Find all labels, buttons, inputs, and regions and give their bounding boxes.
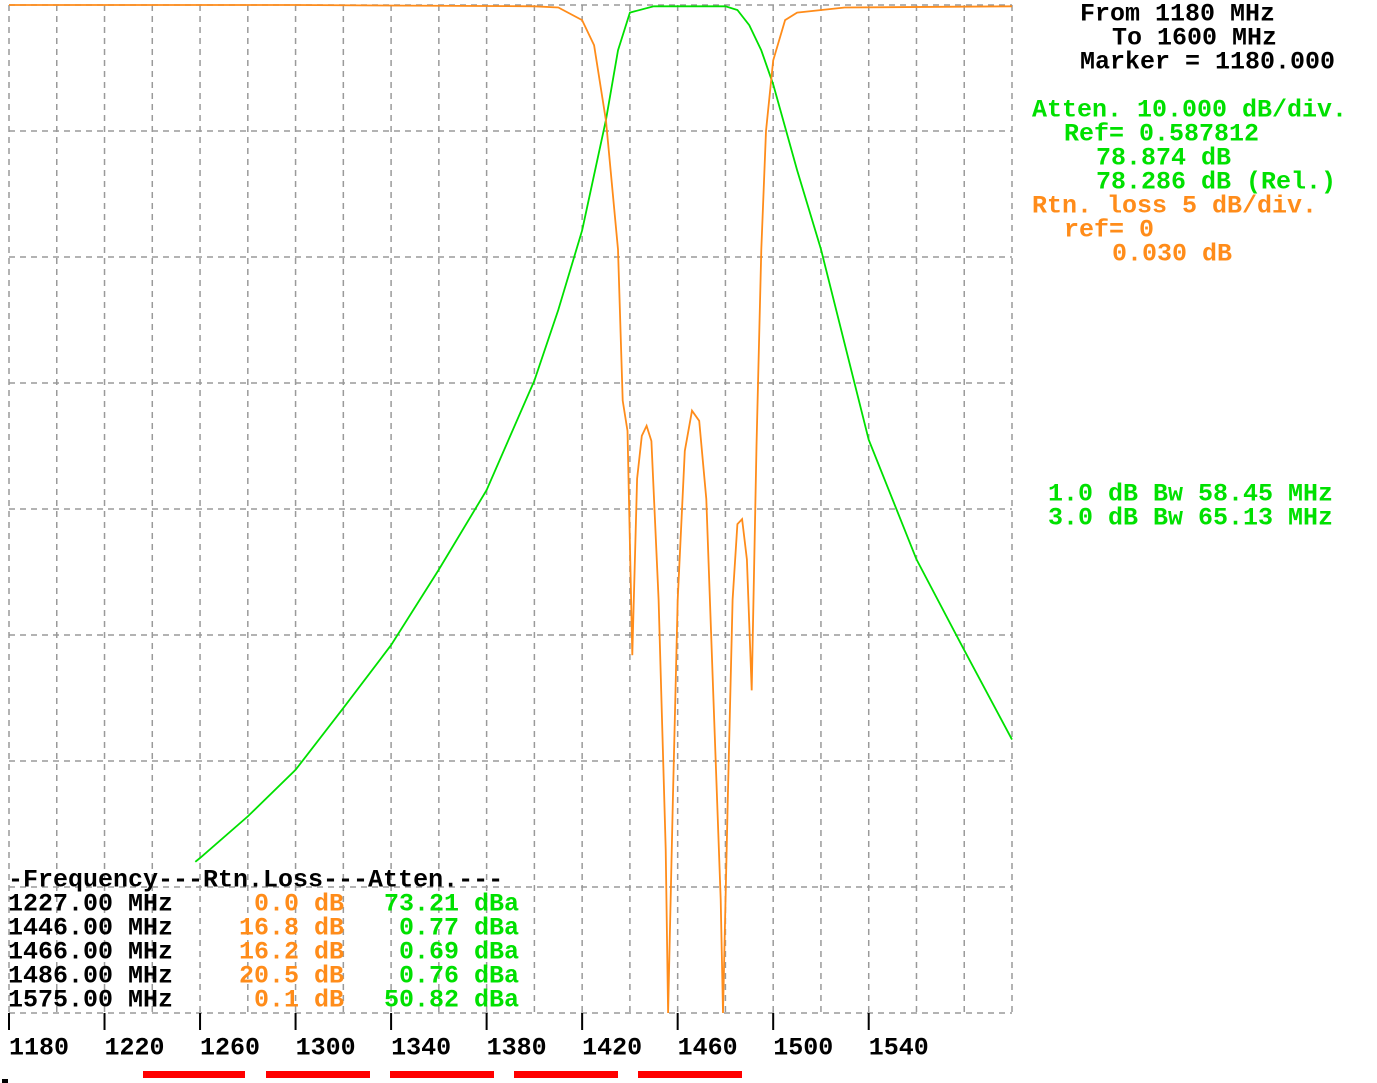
x-tick-label: 1460 <box>678 1034 738 1063</box>
table-header: -Frequency---Rtn.Loss---Atten.--- <box>8 866 503 895</box>
x-tick-label: 1500 <box>773 1034 833 1063</box>
info-line: Marker = 1180.000 <box>1080 48 1335 77</box>
band-marker <box>638 1071 742 1078</box>
info-line: 0.030 dB <box>1112 240 1232 269</box>
info-line: Rtn. loss 5 dB/div. <box>1032 192 1317 221</box>
x-tick-label: 1260 <box>200 1034 260 1063</box>
info-line: To 1600 MHz <box>1112 24 1277 53</box>
info-line: 78.286 dB (Rel.) <box>1096 168 1336 197</box>
info-line: Ref= 0.587812 <box>1064 120 1259 149</box>
band-markers <box>143 1071 742 1078</box>
table-cell: 0.1 dB <box>254 986 344 1015</box>
info-line: 3.0 dB Bw 65.13 MHz <box>1048 504 1333 533</box>
info-line: 1.0 dB Bw 58.45 MHz <box>1048 480 1333 509</box>
table-cell: 0.69 dBa <box>399 938 519 967</box>
info-line: ref= 0 <box>1064 216 1154 245</box>
table-cell: 1227.00 MHz <box>8 890 173 919</box>
x-tick-label: 1380 <box>487 1034 547 1063</box>
info-line: From 1180 MHz <box>1080 0 1275 29</box>
x-tick-label: 1220 <box>105 1034 165 1063</box>
table-cell: 0.0 dB <box>254 890 344 919</box>
x-tick-label: 1420 <box>582 1034 642 1063</box>
band-marker <box>143 1071 245 1078</box>
curves <box>9 4 1013 1014</box>
curve <box>194 5 1013 863</box>
table-cell: 16.2 dB <box>239 938 344 967</box>
table-cell: 0.77 dBa <box>399 914 519 943</box>
band-marker <box>266 1071 370 1078</box>
band-marker <box>390 1071 494 1078</box>
info-line: Atten. 10.000 dB/div. <box>1032 96 1347 125</box>
x-tick-label: 1180 <box>9 1034 69 1063</box>
table-cell: 50.82 dBa <box>384 986 519 1015</box>
table-cell: 16.8 dB <box>239 914 344 943</box>
grid <box>8 4 1013 1030</box>
table-cell: 1466.00 MHz <box>8 938 173 967</box>
cursor <box>2 1079 8 1083</box>
x-tick-label: 1540 <box>869 1034 929 1063</box>
info-line: 78.874 dB <box>1096 144 1231 173</box>
x-tick-label: 1300 <box>296 1034 356 1063</box>
band-marker <box>514 1071 618 1078</box>
table-cell: 73.21 dBa <box>384 890 519 919</box>
table-cell: 1575.00 MHz <box>8 986 173 1015</box>
table-cell: 0.76 dBa <box>399 962 519 991</box>
curve <box>9 4 1013 1014</box>
x-tick-label: 1340 <box>391 1034 451 1063</box>
table-cell: 20.5 dB <box>239 962 344 991</box>
table-cell: 1446.00 MHz <box>8 914 173 943</box>
table-cell: 1486.00 MHz <box>8 962 173 991</box>
labels: 1180 1220 1260 1300 1340 1380 1420 1460 1500 1540… <box>8 0 1347 1063</box>
